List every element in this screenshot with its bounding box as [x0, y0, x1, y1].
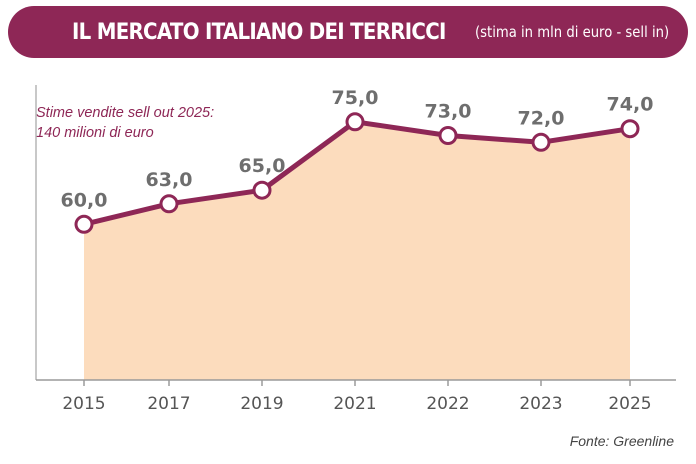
value-label: 60,0 — [61, 189, 108, 211]
value-label: 75,0 — [332, 87, 379, 109]
data-point — [345, 112, 365, 132]
x-tick-label: 2015 — [62, 394, 105, 414]
data-points — [74, 112, 640, 234]
x-tick-label: 2017 — [147, 394, 190, 414]
value-label: 74,0 — [607, 94, 654, 116]
data-point — [252, 180, 272, 200]
data-point — [438, 126, 458, 145]
chart-subtitle: (stima in mln di euro - sell in) — [475, 23, 670, 41]
data-point — [159, 194, 179, 214]
title-banner: IL MERCATO ITALIANO DEI TERRICCI (stima … — [8, 6, 688, 58]
x-tick-label: 2021 — [333, 394, 376, 414]
data-point — [620, 119, 640, 139]
value-label: 65,0 — [239, 155, 286, 177]
value-labels: 60,0 63,0 65,0 75,0 73,0 72,0 74,0 — [61, 87, 654, 212]
chart-title: IL MERCATO ITALIANO DEI TERRICCI — [72, 19, 446, 45]
source-note: Fonte: Greenline — [569, 433, 674, 449]
value-label: 73,0 — [425, 101, 472, 123]
data-point — [74, 214, 94, 234]
x-tick-label: 2025 — [608, 394, 651, 414]
data-point — [531, 132, 551, 152]
x-tick-label: 2019 — [240, 394, 283, 414]
x-tick-label: 2023 — [519, 394, 562, 414]
note-line-1: Stime vendite sell out 2025: — [36, 105, 215, 121]
note-line-2: 140 milioni di euro — [36, 125, 154, 141]
sell-out-note: Stime vendite sell out 2025: 140 milioni… — [36, 103, 214, 143]
x-tick-labels: 2015 2017 2019 2021 2022 2023 2025 — [62, 394, 651, 414]
value-label: 63,0 — [146, 169, 193, 191]
x-axis-ticks — [83, 380, 631, 386]
x-tick-label: 2022 — [426, 394, 469, 414]
area-fill — [84, 121, 630, 381]
value-label: 72,0 — [518, 107, 565, 129]
